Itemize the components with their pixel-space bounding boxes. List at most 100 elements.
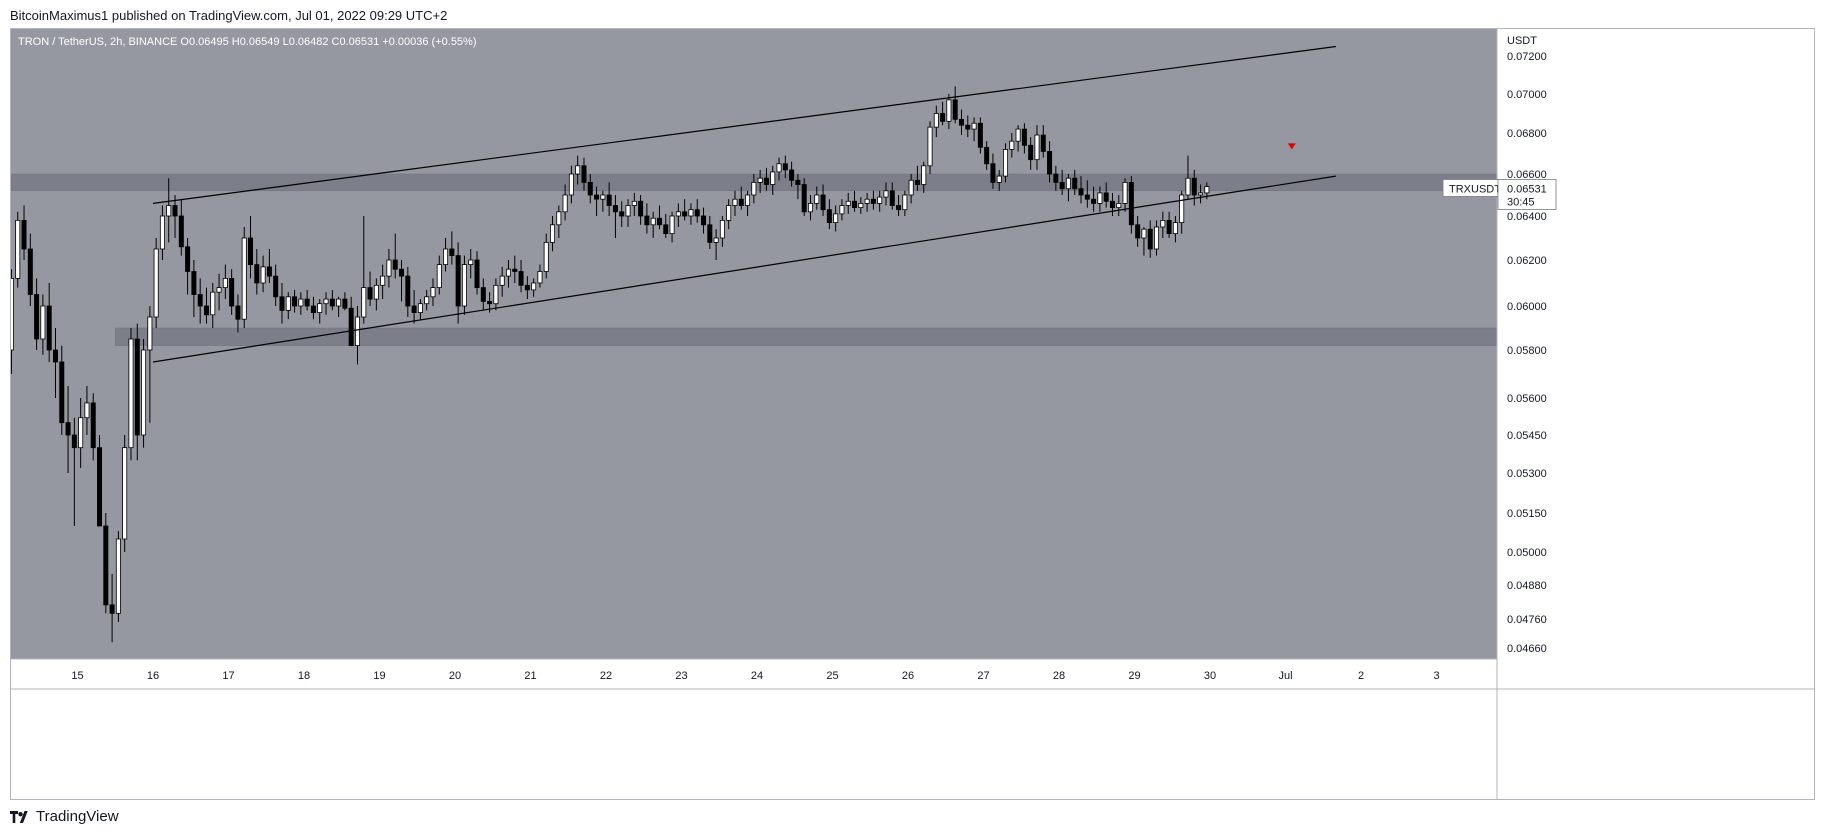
- candle-body: [977, 122, 983, 148]
- candle: [631, 192, 637, 216]
- candle-body: [1065, 177, 1071, 190]
- y-tick-label: 0.06400: [1507, 211, 1547, 223]
- candle-body: [15, 219, 21, 279]
- channel-line-upper: [152, 45, 1336, 204]
- candle-body: [34, 294, 40, 340]
- candle: [480, 278, 486, 311]
- x-tick-label: 19: [373, 670, 385, 682]
- candle: [858, 197, 864, 214]
- chart-legend: TRON / TetherUS, 2h, BINANCE O0.06495 H0…: [18, 36, 477, 48]
- x-tick-label: 23: [675, 670, 687, 682]
- candle: [109, 574, 115, 643]
- candle: [405, 266, 411, 317]
- y-tick-label: 0.05150: [1507, 508, 1547, 520]
- candle-body: [65, 422, 71, 436]
- candle: [638, 195, 644, 225]
- candle-body: [1078, 188, 1084, 196]
- candle: [285, 292, 291, 320]
- candle: [883, 182, 889, 206]
- candle-body: [354, 316, 360, 347]
- candle: [550, 216, 556, 252]
- y-tick-label: 0.04660: [1507, 643, 1547, 655]
- candle-body: [682, 211, 688, 217]
- candle: [1179, 190, 1185, 234]
- y-tick-label: 0.05600: [1507, 393, 1547, 405]
- candle: [971, 117, 977, 142]
- candle-body: [638, 200, 644, 217]
- candle-body: [619, 211, 625, 217]
- legend-part: 0.06495: [189, 36, 232, 48]
- candle-body: [600, 194, 606, 200]
- candle: [166, 178, 172, 243]
- legend-part: H: [232, 36, 240, 48]
- candle-body: [864, 198, 870, 204]
- candle-body: [46, 305, 52, 351]
- candle: [619, 201, 625, 227]
- candle-body: [883, 190, 889, 198]
- candle-body: [336, 298, 342, 307]
- x-tick-label: 25: [826, 670, 838, 682]
- candle-body: [996, 175, 1002, 183]
- candle-body: [159, 215, 165, 250]
- candle: [134, 323, 140, 461]
- y-tick-label: 0.06000: [1507, 301, 1547, 313]
- candle: [493, 278, 499, 311]
- candle: [203, 287, 209, 324]
- candle: [84, 386, 90, 435]
- candle-body: [631, 200, 637, 206]
- candle-body: [568, 173, 574, 196]
- candle-body: [845, 200, 851, 206]
- x-tick-label: 30: [1204, 670, 1216, 682]
- candle-body: [348, 307, 354, 347]
- candle: [688, 203, 694, 225]
- candle-body: [833, 213, 839, 223]
- candlestick-chart[interactable]: TRON / TetherUS, 2h, BINANCE O0.06495 H0…: [11, 29, 1814, 799]
- candle-body: [1084, 194, 1090, 200]
- x-tick-label: 21: [524, 670, 536, 682]
- candle: [1160, 211, 1166, 238]
- chart-area[interactable]: TRON / TetherUS, 2h, BINANCE O0.06495 H0…: [10, 28, 1815, 800]
- candle-body: [373, 284, 379, 300]
- candle: [669, 211, 675, 243]
- candle: [814, 186, 820, 210]
- candle-body: [971, 122, 977, 130]
- publisher-header: BitcoinMaximus1 published on TradingView…: [10, 8, 448, 23]
- candle-body: [273, 275, 279, 298]
- candle-body: [84, 402, 90, 419]
- candle-body: [248, 237, 254, 266]
- candle-body: [675, 211, 681, 217]
- candle: [348, 296, 354, 347]
- candle: [757, 169, 763, 193]
- x-tick-label: 18: [298, 670, 310, 682]
- candle-body: [1091, 198, 1097, 204]
- candle: [449, 231, 455, 265]
- y-tick-label: 0.04760: [1507, 614, 1547, 626]
- legend-part: TRON / TetherUS, 2h, BINANCE: [18, 36, 180, 48]
- candle: [568, 165, 574, 204]
- candle-body: [229, 277, 235, 307]
- candle-body: [1154, 226, 1160, 250]
- candle: [499, 266, 505, 297]
- candle: [65, 386, 71, 473]
- candle: [329, 289, 335, 311]
- candle: [889, 182, 895, 210]
- candle-body: [839, 205, 845, 215]
- candle-body: [1003, 149, 1009, 177]
- candle-body: [688, 209, 694, 217]
- candle-body: [1141, 228, 1147, 239]
- candle-body: [952, 99, 958, 120]
- candle-body: [191, 271, 197, 295]
- candle: [11, 269, 14, 374]
- candle: [15, 211, 21, 288]
- candle: [1053, 165, 1059, 191]
- candle-body: [581, 165, 587, 183]
- candle: [1172, 216, 1178, 243]
- x-tick-label: 16: [147, 670, 159, 682]
- candle: [210, 283, 216, 328]
- candle: [1034, 125, 1040, 170]
- candle: [833, 205, 839, 232]
- candle-body: [1059, 181, 1065, 190]
- candle-body: [663, 224, 669, 235]
- candle: [122, 435, 128, 552]
- candle-body: [914, 179, 920, 185]
